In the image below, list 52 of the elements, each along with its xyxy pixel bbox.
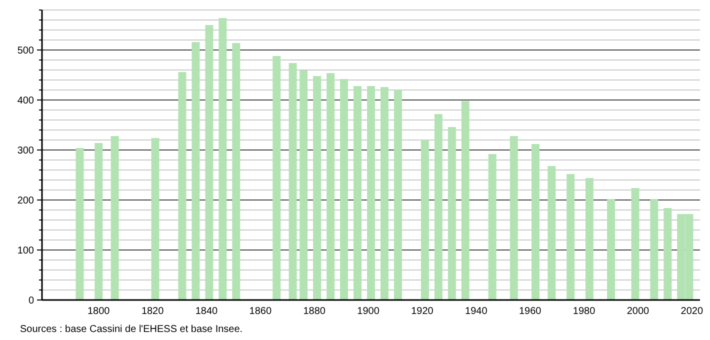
bar (650, 199, 658, 300)
x-tick-label: 1820 (141, 306, 164, 317)
bar (340, 79, 348, 300)
bar (631, 188, 640, 300)
x-tick-label: 1800 (88, 306, 110, 317)
x-tick-label: 1880 (303, 306, 326, 317)
bar (548, 166, 556, 300)
bar (218, 18, 227, 300)
bar (94, 143, 103, 300)
bar (205, 25, 214, 300)
x-tick-label: 1920 (411, 306, 434, 317)
y-tick-label: 400 (17, 96, 34, 106)
y-tick-label: 300 (17, 146, 34, 156)
bar (326, 73, 335, 300)
bar (420, 140, 429, 300)
x-tick-label: 1840 (195, 306, 218, 317)
bar (510, 136, 518, 300)
bar (232, 43, 240, 300)
bar (288, 63, 297, 300)
x-tick-label: 2020 (680, 306, 704, 317)
y-tick-label: 200 (17, 196, 34, 206)
bar (488, 154, 496, 300)
bar (300, 70, 308, 300)
bar (151, 138, 160, 300)
y-tick-label: 500 (17, 46, 34, 56)
bar (192, 42, 200, 300)
bar (461, 101, 470, 300)
bar (607, 199, 616, 300)
bar (434, 114, 442, 300)
y-tick-label: 0 (28, 296, 34, 306)
bar (110, 136, 119, 300)
bar (76, 148, 84, 300)
bar (566, 174, 575, 300)
x-tick-label: 1940 (465, 306, 488, 317)
bar (367, 86, 375, 300)
bar (380, 87, 388, 300)
bar (272, 56, 281, 300)
bar (532, 144, 540, 300)
y-tick-label: 100 (17, 246, 34, 256)
x-tick-label: 1980 (572, 306, 596, 317)
source-note: Sources : base Cassini de l'EHESS et base Insee. (20, 324, 243, 335)
x-tick-label: 1860 (249, 306, 272, 317)
x-tick-label: 1900 (357, 306, 380, 317)
bar (585, 178, 594, 300)
bar (448, 127, 456, 300)
x-tick-label: 2000 (626, 306, 650, 317)
x-tick-label: 1960 (518, 306, 542, 317)
bar (354, 86, 362, 300)
bar (394, 90, 402, 300)
bar (178, 72, 186, 300)
bar (313, 76, 322, 300)
bar (664, 208, 672, 300)
